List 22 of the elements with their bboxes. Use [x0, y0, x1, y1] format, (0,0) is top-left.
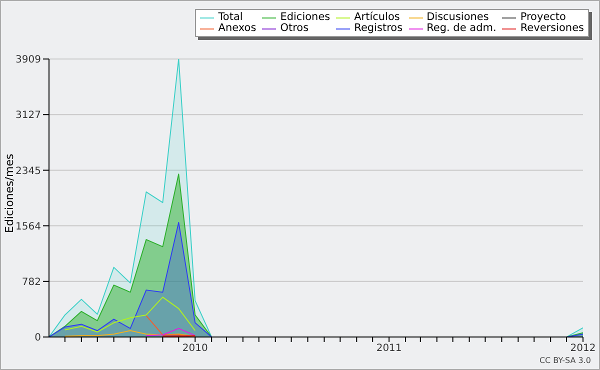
line-series: [64, 296, 196, 333]
x-tick-label: 2012: [570, 343, 596, 354]
legend-label: Ediciones: [280, 11, 330, 23]
legend-label: Total: [218, 11, 243, 23]
y-tick-label: 2345: [16, 166, 41, 177]
legend-label: Artículos: [354, 11, 400, 23]
x-tick-label: 2010: [182, 343, 208, 354]
legend-label: Discusiones: [426, 11, 489, 23]
y-tick-label: 782: [22, 276, 41, 288]
y-tick-label: 0: [34, 332, 41, 344]
legend-label: Registros: [354, 22, 403, 34]
y-tick-label: 3127: [16, 110, 41, 122]
legend-label: Reg. de adm.: [426, 22, 496, 34]
y-tick-label: 3909: [16, 54, 41, 66]
legend-label: Reversiones: [520, 22, 584, 34]
x-tick-label: 2011: [376, 343, 402, 354]
legend-label: Anexos: [218, 22, 256, 34]
y-axis-title: Ediciones/mes: [2, 154, 16, 233]
legend-label: Otros: [280, 22, 309, 34]
y-tick-label: 1564: [16, 221, 41, 232]
text: CC BY-SA 3.0: [539, 356, 591, 365]
legend-label: Proyecto: [520, 11, 566, 23]
